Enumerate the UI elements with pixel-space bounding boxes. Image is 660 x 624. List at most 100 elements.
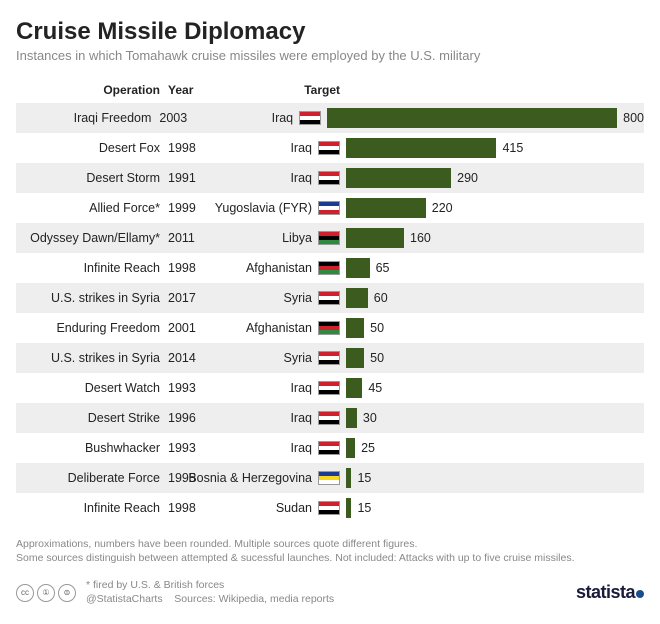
operation-cell: Infinite Reach (16, 501, 166, 515)
year-cell: 2003 (157, 111, 195, 125)
target-cell: Libya (206, 231, 346, 245)
data-row: Desert Strike1996Iraq30 (16, 403, 644, 433)
year-cell: 1991 (166, 171, 206, 185)
bar-value: 15 (357, 501, 371, 515)
operation-cell: Iraqi Freedom (16, 111, 157, 125)
data-row: Allied Force*1999 Yugoslavia (FYR) 220 (16, 193, 644, 223)
target-cell: Iraq (206, 141, 346, 155)
bar-cell: 220 (346, 193, 644, 223)
cc-icon: cc (16, 584, 34, 602)
data-row: Desert Storm1991Iraq290 (16, 163, 644, 193)
data-row: Enduring Freedom2001Afghanistan50 (16, 313, 644, 343)
data-row: U.S. strikes in Syria2017 Syria 60 (16, 283, 644, 313)
operation-cell: Desert Storm (16, 171, 166, 185)
flag-icon (318, 471, 340, 485)
target-label: Afghanistan (246, 261, 312, 275)
data-row: Odyssey Dawn/Ellamy*2011Libya160 (16, 223, 644, 253)
bar (346, 198, 426, 218)
year-cell: 1998 (166, 141, 206, 155)
bar-cell: 45 (346, 373, 644, 403)
target-cell: Yugoslavia (FYR) (206, 201, 346, 215)
bar-cell: 30 (346, 403, 644, 433)
target-label: Afghanistan (246, 321, 312, 335)
header-year: Year (166, 83, 206, 97)
bar-cell: 50 (346, 313, 644, 343)
target-label: Bosnia & Herzegovina (188, 471, 312, 485)
target-label: Syria (284, 351, 312, 365)
operation-cell: Bushwhacker (16, 441, 166, 455)
flag-icon (318, 171, 340, 185)
chart-subtitle: Instances in which Tomahawk cruise missi… (16, 48, 644, 63)
target-label: Iraq (272, 111, 294, 125)
logo-dot-icon (636, 590, 644, 598)
target-label: Syria (284, 291, 312, 305)
year-cell: 1996 (166, 411, 206, 425)
flag-icon (318, 381, 340, 395)
footer: cc ① ⊜ * fired by U.S. & British forces … (16, 579, 644, 606)
target-cell: Bosnia & Herzegovina (206, 471, 346, 485)
header-operation: Operation (16, 83, 166, 97)
data-row: Infinite Reach1998 Afghanistan 65 (16, 253, 644, 283)
bar (346, 408, 357, 428)
year-cell: 1998 (166, 261, 206, 275)
operation-cell: Allied Force* (16, 201, 166, 215)
year-cell: 2014 (166, 351, 206, 365)
bar-value: 800 (623, 111, 644, 125)
cc-nd-icon: ⊜ (58, 584, 76, 602)
bar-cell: 15 (346, 463, 644, 493)
data-row: Desert Fox1998Iraq415 (16, 133, 644, 163)
flag-icon (318, 261, 340, 275)
bar-value: 50 (370, 351, 384, 365)
bar-cell: 50 (346, 343, 644, 373)
bar-value: 65 (376, 261, 390, 275)
target-cell: Syria (206, 351, 346, 365)
year-cell: 1999 (166, 201, 206, 215)
bar-value: 45 (368, 381, 382, 395)
bar (346, 468, 351, 488)
header-target: Target (206, 83, 346, 97)
flag-icon (318, 141, 340, 155)
target-label: Yugoslavia (FYR) (215, 201, 312, 215)
year-cell: 2011 (166, 231, 206, 245)
operation-cell: U.S. strikes in Syria (16, 291, 166, 305)
bar (346, 258, 370, 278)
header-bar-spacer (346, 77, 644, 103)
target-label: Iraq (290, 381, 312, 395)
footnote-line-1: Approximations, numbers have been rounde… (16, 537, 644, 551)
operation-cell: Infinite Reach (16, 261, 166, 275)
chart-area: Operation Year Target Iraqi Freedom2003 I… (16, 77, 644, 523)
bar-value: 160 (410, 231, 431, 245)
bar-cell: 160 (346, 223, 644, 253)
operation-cell: Desert Watch (16, 381, 166, 395)
bar (346, 318, 364, 338)
footer-asterisk-note: * fired by U.S. & British forces (86, 579, 334, 593)
cc-by-icon: ① (37, 584, 55, 602)
bar-value: 220 (432, 201, 453, 215)
flag-icon (318, 201, 340, 215)
target-label: Iraq (290, 411, 312, 425)
footer-handle: @StatistaCharts (86, 593, 163, 605)
flag-icon (318, 321, 340, 335)
bar (346, 228, 404, 248)
flag-icon (318, 441, 340, 455)
year-cell: 1993 (166, 441, 206, 455)
chart-title: Cruise Missile Diplomacy (16, 18, 644, 46)
target-cell: Iraq (195, 111, 327, 125)
bar-cell: 800 (327, 103, 644, 133)
bar-value: 25 (361, 441, 375, 455)
bar-value: 15 (357, 471, 371, 485)
footer-left: cc ① ⊜ * fired by U.S. & British forces … (16, 579, 334, 606)
bar-value: 290 (457, 171, 478, 185)
flag-icon (299, 111, 321, 125)
year-cell: 2001 (166, 321, 206, 335)
bar-cell: 25 (346, 433, 644, 463)
year-cell: 2017 (166, 291, 206, 305)
bar (346, 288, 368, 308)
statista-logo: statista (576, 582, 644, 603)
data-row: Infinite Reach1998Sudan15 (16, 493, 644, 523)
bar-cell: 15 (346, 493, 644, 523)
data-row: U.S. strikes in Syria2014Syria50 (16, 343, 644, 373)
data-row: Bushwhacker1993Iraq25 (16, 433, 644, 463)
bar-value: 50 (370, 321, 384, 335)
bar-cell: 60 (346, 283, 644, 313)
